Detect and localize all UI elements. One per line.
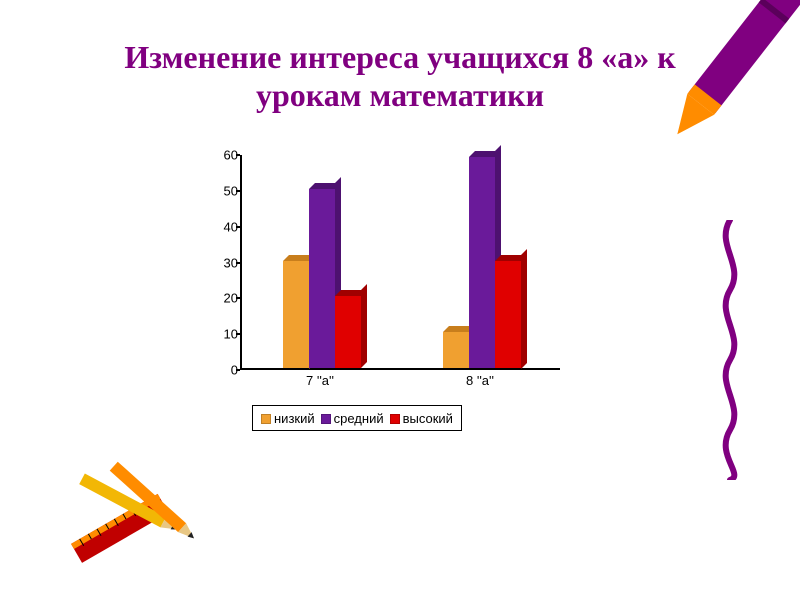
legend-swatch xyxy=(321,414,331,424)
y-tick-mark xyxy=(236,226,240,228)
legend-item: средний xyxy=(321,410,384,426)
x-category-label: 7 ''а'' xyxy=(306,373,334,388)
ruler-pencils-icon xyxy=(60,430,220,570)
y-tick-label: 60 xyxy=(198,148,238,163)
bar xyxy=(495,261,521,369)
y-tick-label: 0 xyxy=(198,363,238,378)
y-tick-label: 50 xyxy=(198,183,238,198)
bar xyxy=(469,157,495,368)
y-tick-mark xyxy=(236,297,240,299)
y-tick-mark xyxy=(236,369,240,371)
y-tick-mark xyxy=(236,262,240,264)
legend-swatch xyxy=(390,414,400,424)
squiggle-icon xyxy=(710,220,750,480)
legend-label: средний xyxy=(334,411,384,426)
y-tick-mark xyxy=(236,190,240,192)
y-tick-label: 20 xyxy=(198,291,238,306)
y-tick-label: 40 xyxy=(198,219,238,234)
legend-item: низкий xyxy=(261,410,315,426)
y-tick-label: 30 xyxy=(198,255,238,270)
legend-label: низкий xyxy=(274,411,315,426)
bar xyxy=(443,332,469,368)
legend-label: высокий xyxy=(403,411,453,426)
y-tick-label: 10 xyxy=(198,327,238,342)
bar-chart: 01020304050607 ''а''8 ''а'' xyxy=(190,155,560,395)
bar xyxy=(309,189,335,368)
legend-swatch xyxy=(261,414,271,424)
bar xyxy=(335,296,361,368)
x-category-label: 8 ''а'' xyxy=(466,373,494,388)
y-tick-mark xyxy=(236,154,240,156)
crayon-icon xyxy=(640,0,800,170)
legend-item: высокий xyxy=(390,410,453,426)
plot-area xyxy=(240,155,560,370)
page-title: Изменение интереса учащихся 8 «а» к урок… xyxy=(120,38,680,115)
y-tick-mark xyxy=(236,333,240,335)
chart-legend: низкий средний высокий xyxy=(252,405,462,431)
bar xyxy=(283,261,309,369)
